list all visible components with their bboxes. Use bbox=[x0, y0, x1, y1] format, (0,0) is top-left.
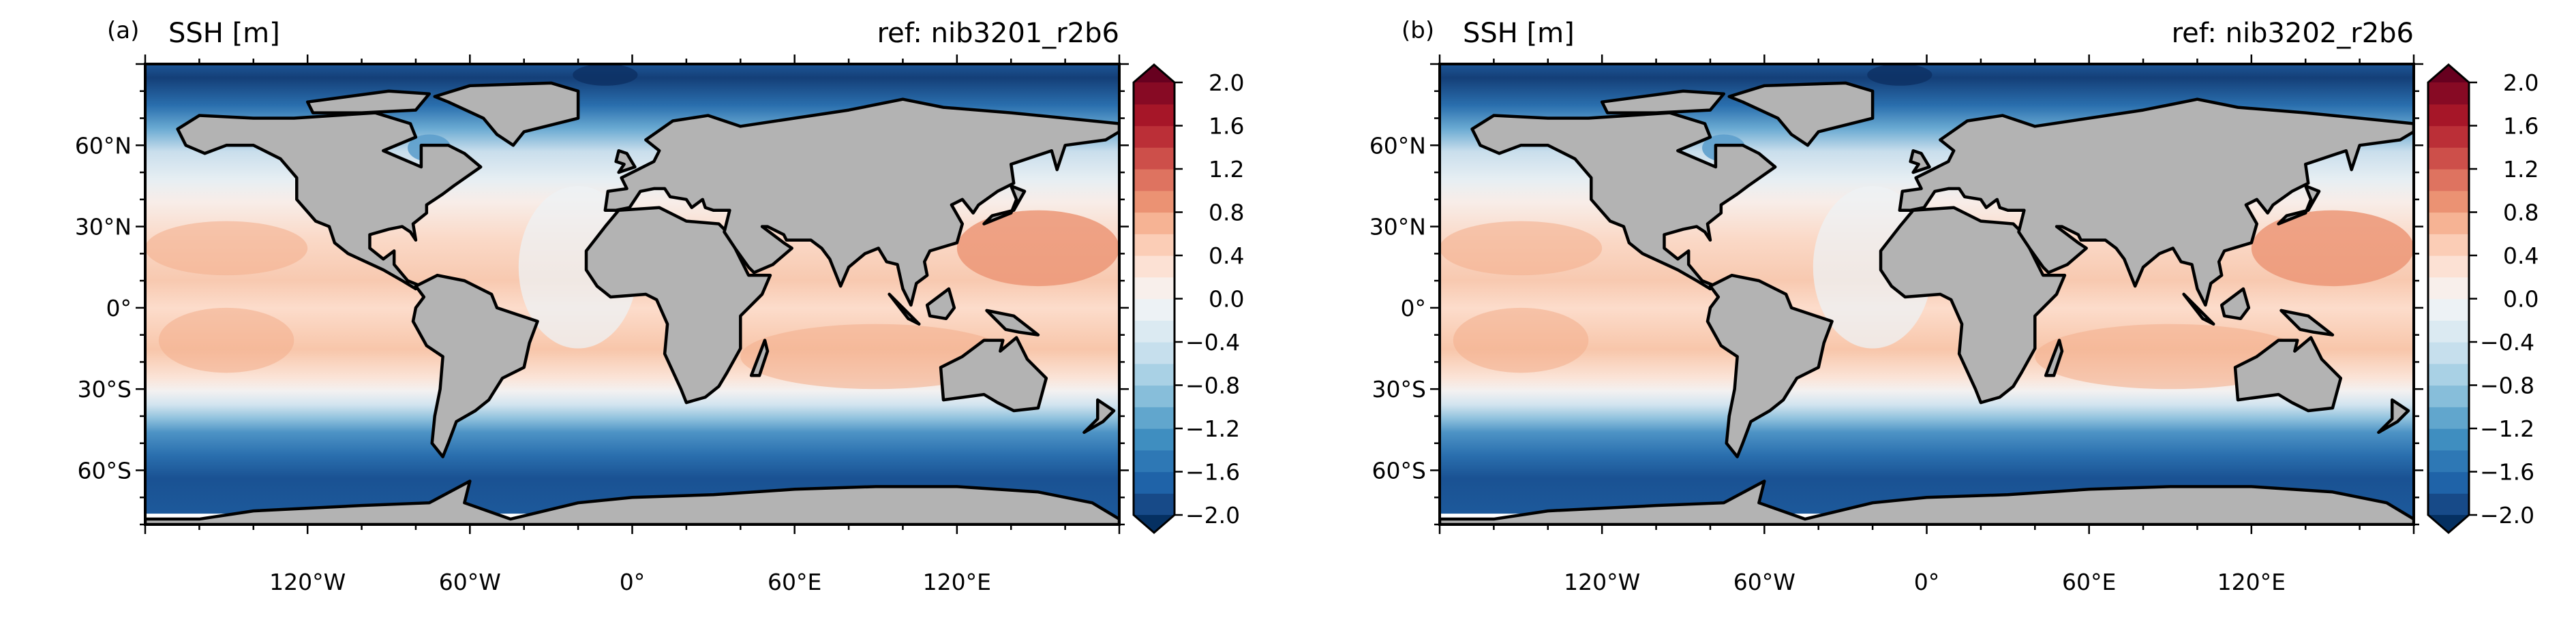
x-tick-label: 120°W bbox=[269, 569, 346, 595]
colorbar-level bbox=[2428, 104, 2469, 127]
map-ssh bbox=[1440, 64, 2414, 527]
x-tick-label: 0° bbox=[620, 569, 646, 595]
colorbar-level bbox=[1134, 169, 1175, 191]
colorbar-level bbox=[1134, 147, 1175, 170]
y-tick-label: 30°S bbox=[78, 376, 132, 403]
colorbar: 2.0 1.6 1.2 0.8 0.4 0.0 −0.4 −0.8 −1.2 −1.6 −2.0 bbox=[2427, 63, 2539, 534]
y-tick-label: 60°N bbox=[1369, 132, 1426, 159]
y-tick-label: 30°N bbox=[75, 214, 132, 240]
colorbar-tick-label: 0.4 bbox=[2503, 242, 2539, 269]
colorbar-tick-label: 1.2 bbox=[2503, 156, 2539, 183]
x-tick-label: 0° bbox=[1914, 569, 1940, 595]
colorbar-level bbox=[2428, 385, 2469, 407]
y-tick-label: 0° bbox=[106, 295, 132, 322]
x-tick-label: 120°E bbox=[923, 569, 991, 595]
colorbar-level bbox=[1134, 450, 1175, 473]
x-tick-label: 60°E bbox=[2062, 569, 2116, 595]
colorbar-tick-label: −2.0 bbox=[2480, 502, 2534, 529]
colorbar-level bbox=[2428, 363, 2469, 386]
plot-subtitle: ref: nib3201_r2b6 bbox=[877, 18, 1119, 49]
colorbar-level bbox=[1134, 82, 1175, 105]
colorbar-level bbox=[2428, 255, 2469, 278]
colorbar-tick-label: −1.2 bbox=[2480, 415, 2534, 442]
y-tick-label: 30°N bbox=[1369, 214, 1426, 240]
y-tick-label: 60°S bbox=[1372, 457, 1426, 484]
colorbar: 2.0 1.6 1.2 0.8 0.4 0.0 −0.4 −0.8 −1.2 −1.6 −2.0 bbox=[1132, 63, 1244, 534]
colorbar-level bbox=[1134, 363, 1175, 386]
colorbar-level bbox=[2428, 342, 2469, 364]
colorbar-level bbox=[2428, 212, 2469, 234]
colorbar-tick-label: 0.8 bbox=[2503, 200, 2539, 226]
y-tick-label: 30°S bbox=[1372, 376, 1426, 403]
colorbar-tick-label: −0.4 bbox=[2480, 329, 2534, 356]
colorbar-level bbox=[1134, 298, 1175, 321]
colorbar-extend-under bbox=[1134, 515, 1175, 533]
colorbar-tick-label: 1.2 bbox=[1209, 156, 1244, 183]
colorbar-level bbox=[1134, 428, 1175, 451]
x-tick-label: 60°W bbox=[1733, 569, 1795, 595]
map-ssh bbox=[145, 64, 1119, 527]
colorbar-extend-over bbox=[1134, 65, 1175, 82]
colorbar-tick-label: −0.8 bbox=[1185, 373, 1240, 399]
colorbar-tick-label: 2.0 bbox=[2503, 69, 2539, 96]
colorbar-level bbox=[1134, 471, 1175, 494]
colorbar-level bbox=[2428, 493, 2469, 516]
colorbar-level bbox=[1134, 212, 1175, 234]
colorbar-tick-label: 0.4 bbox=[1209, 242, 1244, 269]
colorbar-level bbox=[1134, 255, 1175, 278]
colorbar-tick-label: 0.8 bbox=[1209, 200, 1244, 226]
colorbar-level bbox=[1134, 104, 1175, 127]
colorbar-level bbox=[2428, 125, 2469, 148]
x-tick-label: 60°E bbox=[768, 569, 821, 595]
colorbar-tick-label: −0.8 bbox=[2480, 373, 2534, 399]
colorbar-level bbox=[2428, 169, 2469, 191]
colorbar-level bbox=[2428, 82, 2469, 105]
plot-title: SSH [m] bbox=[168, 18, 280, 49]
colorbar-extend-under bbox=[2428, 515, 2469, 533]
colorbar-tick-label: 0.0 bbox=[1209, 286, 1244, 313]
colorbar-tick-label: 0.0 bbox=[2503, 286, 2539, 313]
plot-subtitle: ref: nib3202_r2b6 bbox=[2172, 18, 2414, 49]
panel-a: (a) SSH [m] ref: nib3201_r2b6 120°W 60°W 0… bbox=[75, 17, 1245, 595]
colorbar-tick-label: −2.0 bbox=[1185, 502, 1240, 529]
x-tick-label: 120°E bbox=[2217, 569, 2286, 595]
colorbar-level bbox=[2428, 277, 2469, 300]
colorbar-level bbox=[1134, 493, 1175, 516]
x-tick-label: 120°W bbox=[1564, 569, 1640, 595]
colorbar-tick-label: −0.4 bbox=[1185, 329, 1240, 356]
colorbar-level bbox=[1134, 385, 1175, 407]
colorbar-tick-label: 1.6 bbox=[1209, 113, 1244, 140]
colorbar-level bbox=[1134, 125, 1175, 148]
colorbar-level bbox=[1134, 234, 1175, 256]
colorbar-level bbox=[2428, 450, 2469, 473]
colorbar-level bbox=[1134, 342, 1175, 364]
colorbar-level bbox=[2428, 234, 2469, 256]
colorbar-level bbox=[1134, 190, 1175, 213]
colorbar-level bbox=[1134, 320, 1175, 343]
colorbar-tick-label: −1.6 bbox=[2480, 459, 2534, 486]
colorbar-level bbox=[2428, 428, 2469, 451]
colorbar-level bbox=[2428, 320, 2469, 343]
colorbar-tick-label: −1.2 bbox=[1185, 415, 1240, 442]
colorbar-level bbox=[1134, 277, 1175, 300]
colorbar-level bbox=[2428, 190, 2469, 213]
colorbar-level bbox=[2428, 407, 2469, 429]
panel-b: (b) SSH [m] ref: nib3202_r2b6 120°W 60°W 0… bbox=[1369, 17, 2539, 595]
colorbar-level bbox=[2428, 471, 2469, 494]
colorbar-level bbox=[2428, 147, 2469, 170]
colorbar-tick-label: 2.0 bbox=[1209, 69, 1244, 96]
y-tick-label: 0° bbox=[1401, 295, 1427, 322]
y-tick-label: 60°S bbox=[78, 457, 132, 484]
colorbar-tick-label: 1.6 bbox=[2503, 113, 2539, 140]
panel-label: (b) bbox=[1401, 17, 1434, 44]
colorbar-level bbox=[1134, 407, 1175, 429]
colorbar-tick-label: −1.6 bbox=[1185, 459, 1240, 486]
plot-title: SSH [m] bbox=[1463, 18, 1575, 49]
x-tick-label: 60°W bbox=[439, 569, 501, 595]
y-tick-label: 60°N bbox=[75, 132, 132, 159]
panel-label: (a) bbox=[107, 17, 139, 44]
colorbar-level bbox=[2428, 298, 2469, 321]
colorbar-extend-over bbox=[2428, 65, 2469, 82]
